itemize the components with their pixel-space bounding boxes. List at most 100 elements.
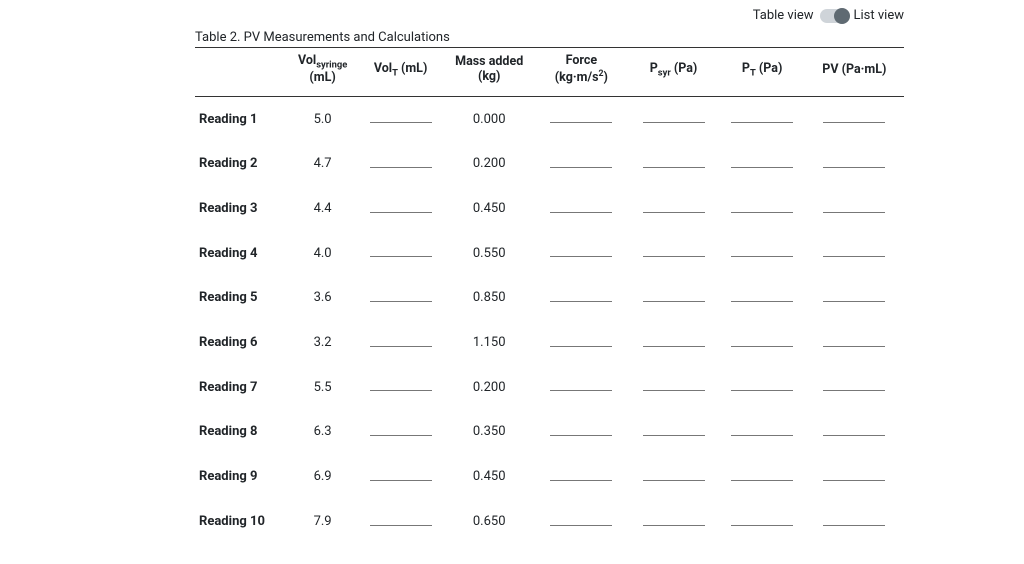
cell-pv bbox=[805, 275, 904, 320]
blank-field[interactable] bbox=[550, 155, 612, 168]
table-row: Reading 75.50.200 bbox=[195, 365, 904, 410]
cell-vol-syringe: 5.0 bbox=[287, 96, 358, 141]
cell-vol-syringe: 6.9 bbox=[287, 454, 358, 499]
pv-table: Volsyringe (mL) VolT (mL) Mass added(kg)… bbox=[195, 47, 904, 544]
blank-field[interactable] bbox=[643, 200, 705, 213]
view-switch[interactable] bbox=[820, 9, 848, 23]
cell-volT bbox=[358, 320, 443, 365]
cell-pT bbox=[720, 499, 805, 544]
cell-pv bbox=[805, 409, 904, 454]
cell-pT bbox=[720, 275, 805, 320]
cell-volT bbox=[358, 409, 443, 454]
cell-mass: 0.200 bbox=[443, 365, 535, 410]
blank-field[interactable] bbox=[370, 155, 432, 168]
blank-field[interactable] bbox=[731, 379, 793, 392]
blank-field[interactable] bbox=[643, 334, 705, 347]
blank-field[interactable] bbox=[643, 468, 705, 481]
blank-field[interactable] bbox=[550, 245, 612, 258]
table-row: Reading 15.00.000 bbox=[195, 96, 904, 141]
cell-pv bbox=[805, 499, 904, 544]
table-row: Reading 53.60.850 bbox=[195, 275, 904, 320]
blank-field[interactable] bbox=[550, 423, 612, 436]
blank-field[interactable] bbox=[731, 200, 793, 213]
blank-field[interactable] bbox=[823, 200, 885, 213]
blank-field[interactable] bbox=[643, 245, 705, 258]
hdr-volT: VolT (mL) bbox=[358, 48, 443, 97]
blank-field[interactable] bbox=[731, 289, 793, 302]
row-label: Reading 4 bbox=[195, 231, 287, 276]
cell-force bbox=[535, 320, 627, 365]
cell-force bbox=[535, 231, 627, 276]
row-label: Reading 8 bbox=[195, 409, 287, 454]
blank-field[interactable] bbox=[370, 513, 432, 526]
blank-field[interactable] bbox=[643, 513, 705, 526]
blank-field[interactable] bbox=[643, 289, 705, 302]
hdr-psyr: Psyr (Pa) bbox=[627, 48, 719, 97]
blank-field[interactable] bbox=[731, 155, 793, 168]
table-row: Reading 63.21.150 bbox=[195, 320, 904, 365]
blank-field[interactable] bbox=[550, 379, 612, 392]
row-label: Reading 5 bbox=[195, 275, 287, 320]
cell-psyr bbox=[627, 141, 719, 186]
blank-field[interactable] bbox=[550, 289, 612, 302]
cell-force bbox=[535, 454, 627, 499]
cell-pv bbox=[805, 320, 904, 365]
cell-force bbox=[535, 365, 627, 410]
blank-field[interactable] bbox=[731, 468, 793, 481]
table-caption: Table 2. PV Measurements and Calculation… bbox=[195, 30, 904, 45]
cell-psyr bbox=[627, 320, 719, 365]
blank-field[interactable] bbox=[643, 379, 705, 392]
cell-psyr bbox=[627, 96, 719, 141]
blank-field[interactable] bbox=[643, 111, 705, 124]
blank-field[interactable] bbox=[370, 245, 432, 258]
table-row: Reading 44.00.550 bbox=[195, 231, 904, 276]
blank-field[interactable] bbox=[370, 200, 432, 213]
blank-field[interactable] bbox=[823, 379, 885, 392]
blank-field[interactable] bbox=[823, 289, 885, 302]
blank-field[interactable] bbox=[823, 155, 885, 168]
cell-vol-syringe: 3.6 bbox=[287, 275, 358, 320]
blank-field[interactable] bbox=[370, 379, 432, 392]
cell-vol-syringe: 5.5 bbox=[287, 365, 358, 410]
cell-volT bbox=[358, 499, 443, 544]
blank-field[interactable] bbox=[731, 513, 793, 526]
cell-pT bbox=[720, 409, 805, 454]
blank-field[interactable] bbox=[550, 334, 612, 347]
cell-vol-syringe: 4.0 bbox=[287, 231, 358, 276]
view-toggle[interactable]: Table view List view bbox=[753, 8, 904, 23]
cell-pv bbox=[805, 365, 904, 410]
blank-field[interactable] bbox=[550, 111, 612, 124]
blank-field[interactable] bbox=[643, 423, 705, 436]
cell-force bbox=[535, 499, 627, 544]
blank-field[interactable] bbox=[823, 111, 885, 124]
cell-pT bbox=[720, 454, 805, 499]
blank-field[interactable] bbox=[823, 245, 885, 258]
blank-field[interactable] bbox=[823, 423, 885, 436]
cell-mass: 1.150 bbox=[443, 320, 535, 365]
blank-field[interactable] bbox=[731, 334, 793, 347]
blank-field[interactable] bbox=[550, 200, 612, 213]
blank-field[interactable] bbox=[823, 468, 885, 481]
blank-field[interactable] bbox=[643, 155, 705, 168]
blank-field[interactable] bbox=[370, 111, 432, 124]
cell-psyr bbox=[627, 275, 719, 320]
cell-pv bbox=[805, 96, 904, 141]
blank-field[interactable] bbox=[823, 513, 885, 526]
blank-field[interactable] bbox=[731, 245, 793, 258]
blank-field[interactable] bbox=[370, 289, 432, 302]
blank-field[interactable] bbox=[370, 423, 432, 436]
blank-field[interactable] bbox=[550, 468, 612, 481]
cell-pT bbox=[720, 186, 805, 231]
blank-field[interactable] bbox=[731, 111, 793, 124]
table-row: Reading 24.70.200 bbox=[195, 141, 904, 186]
blank-field[interactable] bbox=[823, 334, 885, 347]
blank-field[interactable] bbox=[731, 423, 793, 436]
row-label: Reading 3 bbox=[195, 186, 287, 231]
blank-field[interactable] bbox=[550, 513, 612, 526]
cell-mass: 0.350 bbox=[443, 409, 535, 454]
cell-volT bbox=[358, 231, 443, 276]
blank-field[interactable] bbox=[370, 468, 432, 481]
row-label: Reading 2 bbox=[195, 141, 287, 186]
cell-psyr bbox=[627, 231, 719, 276]
blank-field[interactable] bbox=[370, 334, 432, 347]
